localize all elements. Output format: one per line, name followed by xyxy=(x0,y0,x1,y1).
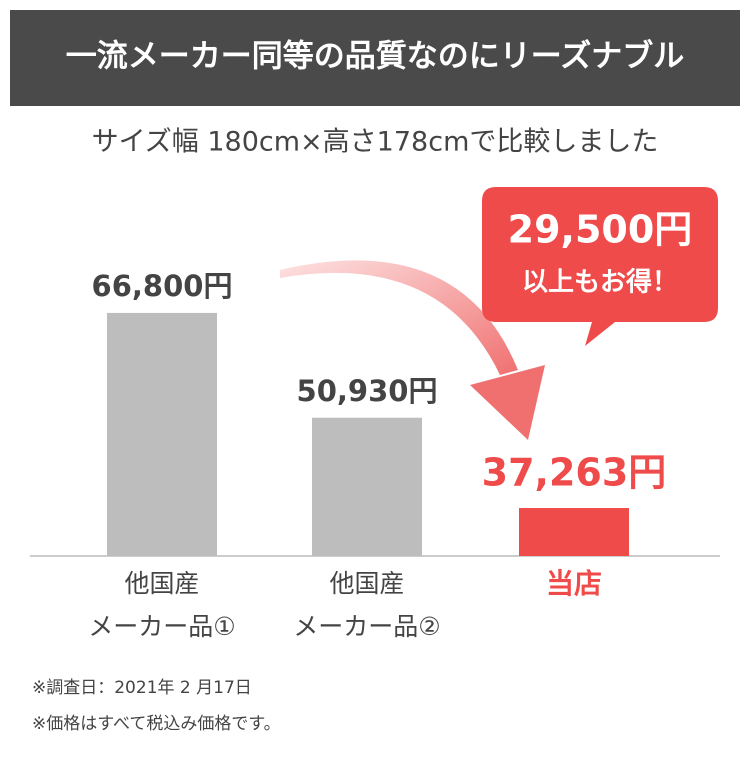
chart-title: 一流メーカー同等の品質なのにリーズナブル xyxy=(66,39,684,75)
value-label: 66,800円 xyxy=(92,269,233,303)
category-label: メーカー品② xyxy=(293,612,440,641)
category-label: 他国産 xyxy=(124,569,199,598)
category-label: メーカー品① xyxy=(88,612,235,641)
chart-subtitle: サイズ幅 180cm×高さ178cmで比較しました xyxy=(92,127,659,158)
title-band xyxy=(10,10,740,106)
bar xyxy=(519,508,629,556)
bar xyxy=(107,312,217,556)
arrow-head xyxy=(470,365,545,440)
note: ※価格はすべて税込み価格です。 xyxy=(32,714,281,734)
arrow-body xyxy=(280,260,518,375)
callout-text: 以上もお得！ xyxy=(522,268,678,298)
callout xyxy=(482,187,718,346)
category-label: 他国産 xyxy=(329,569,404,598)
callout-amount: 29,500円 xyxy=(508,208,693,252)
bar xyxy=(312,417,422,556)
value-label: 50,930円 xyxy=(297,374,438,408)
category-label: 当店 xyxy=(546,567,602,600)
note: ※調査日：2021年 2 月17日 xyxy=(32,678,252,698)
value-label: 37,263円 xyxy=(482,451,667,495)
